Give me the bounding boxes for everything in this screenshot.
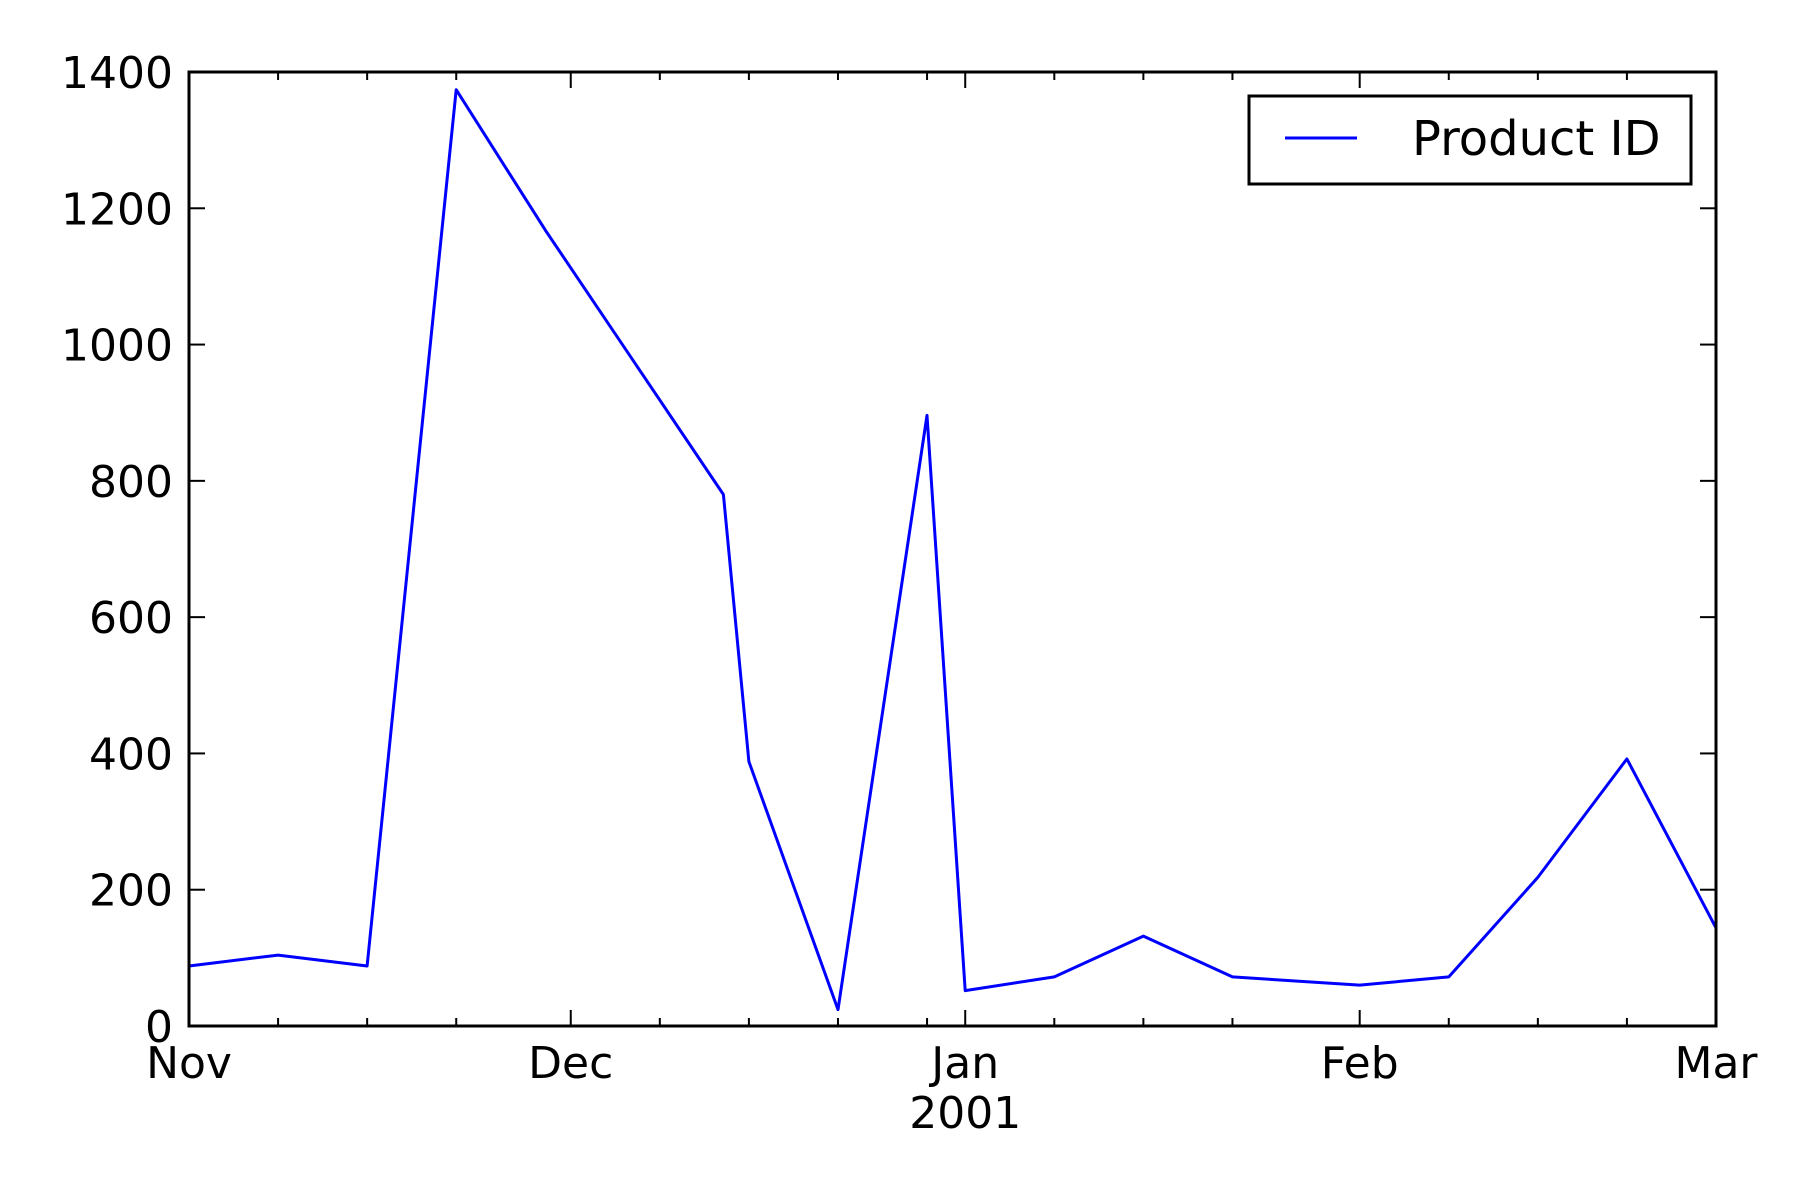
y-tick-label-200: 200 xyxy=(89,866,173,917)
y-tick-label-400: 400 xyxy=(89,729,173,780)
x-tick-label-jan: Jan xyxy=(928,1038,999,1089)
x-tick-label-mar: Mar xyxy=(1674,1038,1758,1089)
y-axis-ticks: 0 200 400 600 800 1000 1200 1400 xyxy=(61,48,1716,1053)
legend: Product ID xyxy=(1247,94,1693,186)
plot-frame xyxy=(187,70,1718,1028)
x-tick-label-dec: Dec xyxy=(528,1038,613,1089)
x-axis-ticks: Nov Dec Jan Feb Mar 2001 xyxy=(146,72,1758,1139)
y-tick-label-1400: 1400 xyxy=(61,48,173,99)
x-year-label: 2001 xyxy=(909,1088,1021,1139)
y-tick-label-0: 0 xyxy=(145,1002,173,1053)
legend-label-product-id: Product ID xyxy=(1412,111,1661,167)
y-tick-label-1000: 1000 xyxy=(61,321,173,372)
plot-lines xyxy=(188,88,1718,1012)
y-tick-label-1200: 1200 xyxy=(61,184,173,235)
x-tick-label-feb: Feb xyxy=(1321,1038,1399,1089)
x-tick-label-nov: Nov xyxy=(146,1038,232,1089)
legend-box xyxy=(1247,94,1693,186)
y-tick-label-800: 800 xyxy=(89,457,173,508)
series-line-product-id xyxy=(188,88,1718,1012)
y-tick-label-600: 600 xyxy=(89,593,173,644)
